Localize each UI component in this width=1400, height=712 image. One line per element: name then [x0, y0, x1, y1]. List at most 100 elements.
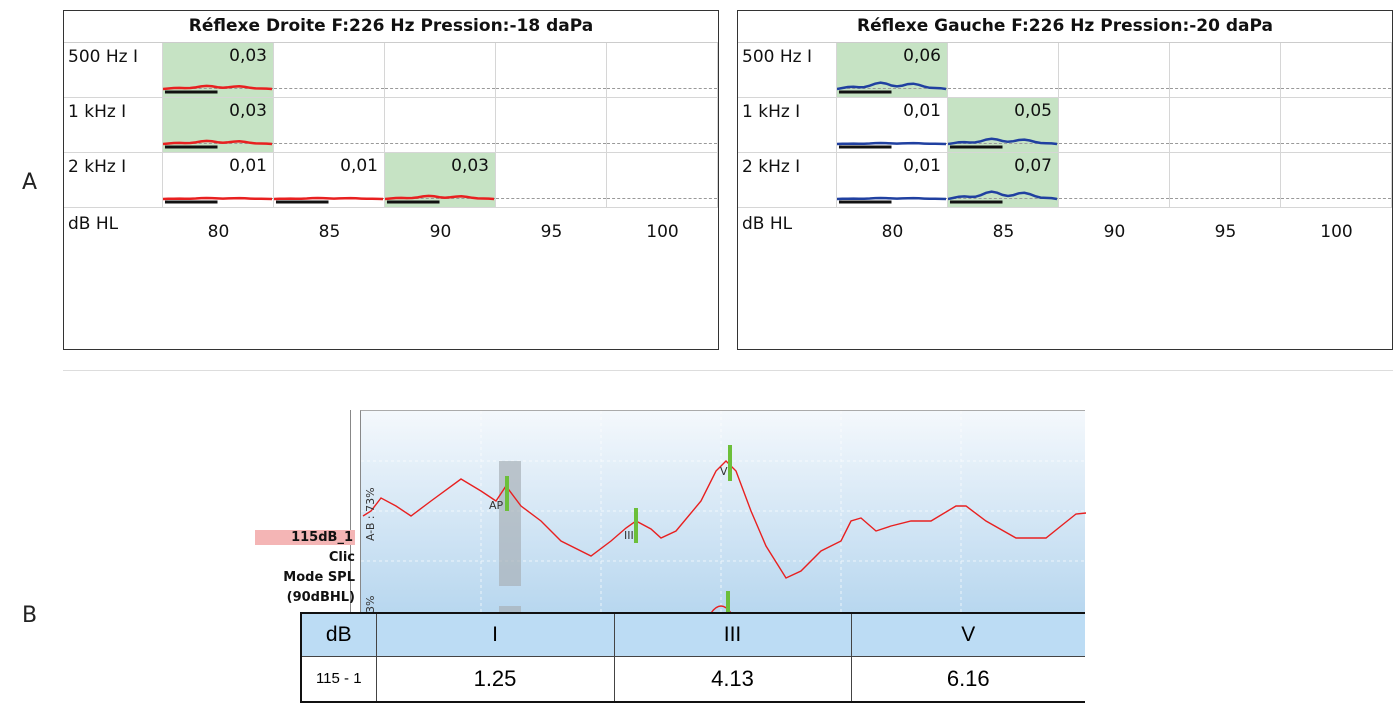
reflex-value: 0,01 — [903, 101, 941, 121]
trace-name-badge[interactable]: 115dB_1 — [255, 530, 355, 545]
empty-cell — [1170, 98, 1281, 153]
peak-label-iii: III — [624, 529, 634, 542]
reflex-curve — [163, 84, 273, 94]
header-iii: III — [614, 613, 852, 656]
reflex-curve — [837, 141, 947, 149]
empty-cell — [385, 98, 496, 153]
reflex-cell[interactable]: 0,01 — [163, 153, 274, 208]
reflex-cell[interactable]: 0,01 — [837, 98, 948, 153]
empty-cell — [1059, 43, 1170, 98]
reflex-value: 0,03 — [451, 156, 489, 176]
reflex-value: 0,06 — [903, 46, 941, 66]
level-column-label: 80 — [881, 222, 904, 242]
reflex-curve — [948, 190, 1058, 204]
reflex-curve — [163, 139, 273, 149]
reflex-value: 0,01 — [903, 156, 941, 176]
level-label: (90dBHL) — [286, 590, 355, 605]
reflex-value: 0,07 — [1014, 156, 1052, 176]
empty-cell — [496, 98, 607, 153]
empty-cell — [1170, 43, 1281, 98]
reflex-cell[interactable]: 0,01 — [274, 153, 385, 208]
level-column-label: 90 — [429, 222, 452, 242]
section-label-a: A — [22, 170, 38, 195]
empty-cell — [1281, 153, 1392, 208]
panel-title: Réflexe Droite F:226 Hz Pression:-18 daP… — [64, 11, 718, 43]
footer-label: dB HL — [742, 214, 793, 234]
latency-v: 6.16 — [851, 655, 1085, 702]
reflex-cell[interactable]: 0,03 — [163, 98, 274, 153]
row-label: 115 - 1 — [301, 655, 377, 702]
peak-window-i — [499, 461, 521, 586]
stimulus-label: Clic — [328, 550, 355, 565]
reflex-curve — [385, 194, 495, 204]
row-label: 500 Hz I — [64, 43, 163, 98]
level-column-label: 95 — [540, 222, 563, 242]
panel-title: Réflexe Gauche F:226 Hz Pression:-20 daP… — [738, 11, 1392, 43]
reflex-panel-left: Réflexe Gauche F:226 Hz Pression:-20 daP… — [737, 10, 1393, 350]
peak-label-ap: AP — [489, 499, 504, 512]
empty-cell — [1170, 153, 1281, 208]
header-i: I — [376, 613, 615, 656]
reflex-cell[interactable]: 0,03 — [163, 43, 274, 98]
header-v: V — [851, 613, 1085, 656]
reflex-cell[interactable]: 0,07 — [948, 153, 1059, 208]
reflex-curve — [837, 196, 947, 204]
empty-cell — [274, 43, 385, 98]
reflex-panel-right: Réflexe Droite F:226 Hz Pression:-18 daP… — [63, 10, 719, 350]
level-column-label: 80 — [207, 222, 230, 242]
reflex-cell[interactable]: 0,01 — [837, 153, 948, 208]
reflex-cell[interactable]: 0,03 — [385, 153, 496, 208]
reflex-curve — [163, 196, 273, 204]
empty-cell — [948, 43, 1059, 98]
ratio-label: A-B : 73% — [364, 487, 377, 541]
mode-label: Mode SPL — [283, 570, 355, 585]
empty-cell — [274, 98, 385, 153]
reflex-value: 0,01 — [340, 156, 378, 176]
empty-cell — [496, 43, 607, 98]
row-label: 2 kHz I — [738, 153, 837, 208]
header-db: dB — [301, 613, 377, 656]
level-column-label: 95 — [1214, 222, 1237, 242]
row-label: 1 kHz I — [64, 98, 163, 153]
reflex-curve — [837, 81, 947, 94]
level-column-label: 100 — [646, 222, 679, 242]
row-label: 500 Hz I — [738, 43, 837, 98]
peak-window-i-2 — [499, 606, 521, 613]
abr-waveform-svg: AP III V A-B : 73% 3% — [361, 411, 1086, 613]
reflex-value: 0,05 — [1014, 101, 1052, 121]
row-label: 2 kHz I — [64, 153, 163, 208]
y-axis — [350, 410, 351, 612]
latency-i: 1.25 — [376, 655, 615, 702]
ratio-label-2: 3% — [364, 596, 377, 613]
level-column-label: 90 — [1103, 222, 1126, 242]
peak-label-v: V — [720, 465, 728, 478]
abr-waveform-plot: AP III V A-B : 73% 3% — [360, 410, 1086, 613]
empty-cell — [496, 153, 607, 208]
level-column-label: 85 — [318, 222, 341, 242]
reflex-value: 0,03 — [229, 46, 267, 66]
footer-label: dB HL — [68, 214, 119, 234]
reflex-cell[interactable]: 0,05 — [948, 98, 1059, 153]
empty-cell — [385, 43, 496, 98]
empty-cell — [607, 98, 718, 153]
level-column-label: 85 — [992, 222, 1015, 242]
row-label: 1 kHz I — [738, 98, 837, 153]
reflex-cell[interactable]: 0,06 — [837, 43, 948, 98]
section-label-b: B — [22, 603, 38, 628]
latency-table: dB I III V 115 - 1 1.25 4.13 6.16 — [300, 612, 1085, 703]
reflex-curve — [948, 137, 1058, 149]
abr-trace — [362, 460, 1086, 579]
level-column-label: 100 — [1320, 222, 1353, 242]
empty-cell — [1281, 98, 1392, 153]
reflex-value: 0,03 — [229, 101, 267, 121]
empty-cell — [1281, 43, 1392, 98]
reflex-curve — [274, 196, 384, 204]
empty-cell — [1059, 98, 1170, 153]
latency-iii: 4.13 — [614, 655, 852, 702]
empty-cell — [607, 153, 718, 208]
reflex-value: 0,01 — [229, 156, 267, 176]
divider — [63, 370, 1393, 371]
empty-cell — [607, 43, 718, 98]
empty-cell — [1059, 153, 1170, 208]
table-row: 115 - 1 1.25 4.13 6.16 — [301, 655, 1085, 702]
